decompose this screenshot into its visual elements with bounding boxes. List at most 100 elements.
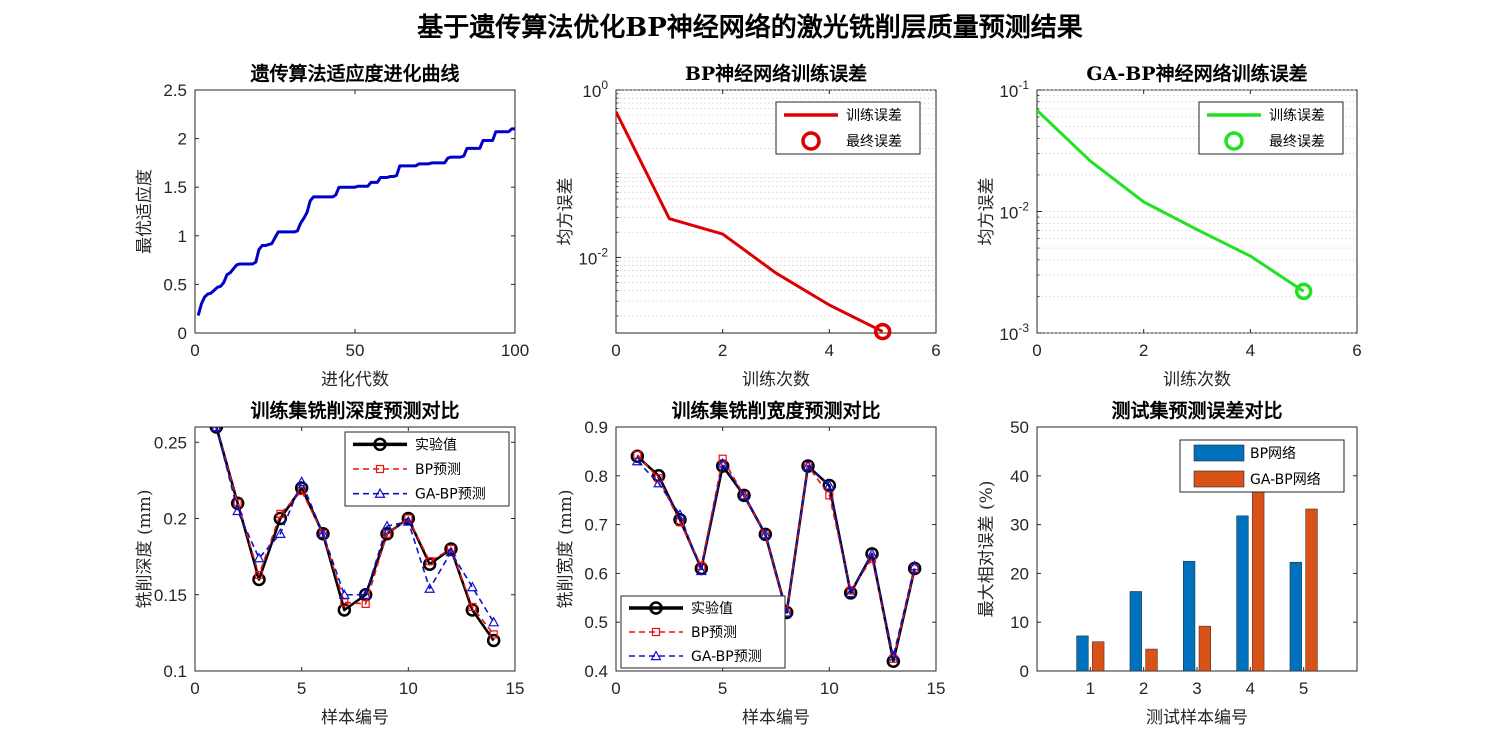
data-point-2-4 [695,565,707,576]
x-axis-label: 测试样本编号 [1146,708,1248,728]
plot-title: BP神经网络训练误差 [685,62,867,85]
data-point-2-7 [759,528,771,539]
series-line-2 [215,427,495,623]
data-point-0-13 [465,603,480,617]
data-point-2-9 [381,520,393,531]
y-tick-label: 0.2 [163,510,187,529]
y-tick-label: 0.6 [584,564,608,583]
data-point-1-11 [846,586,855,595]
data-point-2-14 [488,616,500,627]
x-tick-label: 4 [825,341,834,360]
y-axis-label: 铣削深度 (mm) [135,490,155,609]
x-tick-label: 5 [718,679,727,698]
data-point-2-13 [466,581,478,592]
y-tick-label: 10-2 [578,245,608,268]
data-point-2-4 [274,528,286,538]
legend-box [1198,101,1344,155]
y-tick-label: 10 [1010,613,1029,632]
data-point-2-11 [845,587,857,598]
data-point-0-5 [715,459,730,473]
y-tick-label: 0.1 [163,662,187,681]
data-point-0-14 [907,561,922,576]
data-point-2-1 [631,455,643,466]
y-tick-label: 1.5 [163,178,187,197]
x-tick-label: 0 [611,341,620,360]
data-point-1-8 [361,599,370,609]
y-axis-label: 铣削宽度 (mm) [556,490,576,609]
legend-label: 训练误差 [846,108,902,124]
legend-marker [375,464,385,474]
y-tick-label: 0.5 [163,275,187,294]
data-point-2-1 [210,427,222,432]
x-axis-label: 进化代数 [321,370,389,390]
data-point-2-12 [445,546,457,557]
x-tick-label: 0 [1032,341,1041,360]
legend-label: 最终误差 [846,134,902,150]
x-tick-label: 50 [346,341,365,360]
x-tick-label: 4 [1246,679,1255,698]
data-point-2-10 [402,515,414,526]
data-point-0-7 [337,603,352,617]
y-tick-label: 10-2 [999,200,1029,223]
series-line-2 [636,460,916,658]
data-point-1-13 [468,602,477,612]
data-point-1-5 [297,486,306,496]
plot-area [630,449,922,668]
plot-title: 训练集铣削宽度预测对比 [671,399,880,422]
x-tick-label: 6 [1352,341,1361,360]
legend: BP网络 GA-BP网络 [1179,439,1345,493]
legend-label: GA-BP预测 [415,487,486,503]
data-point-2-13 [887,650,899,661]
bar-gabp-2 [1145,648,1158,672]
data-point-1-2 [654,474,663,483]
legend-marker [1224,131,1244,151]
axes-background [194,89,516,334]
plot-title: GA-BP神经网络训练误差 [1086,62,1307,85]
series-line-1 [636,454,916,660]
y-tick-label: 30 [1010,516,1029,535]
y-tick-label: 0.15 [154,586,187,605]
data-point-2-12 [866,548,878,559]
y-tick-label: 2 [178,130,187,149]
data-point-0-4 [273,511,288,526]
y-tick-label: 10-1 [999,78,1029,101]
series-line-1 [215,427,495,635]
data-point-0-11 [422,557,437,571]
y-axis-label: 均方误差 [556,178,576,246]
plot-title: 测试集预测误差对比 [1111,399,1282,422]
legend-box [775,101,921,155]
y-tick-label: 0.7 [584,516,608,535]
y-tick-label: 0.9 [584,418,608,437]
plot-area [1037,109,1305,293]
data-point-0-14 [486,633,501,648]
plot-area [616,111,884,333]
data-point-1-5 [718,454,727,463]
x-tick-label: 100 [501,341,529,360]
y-tick-label: 10-3 [999,321,1029,344]
legend-label: BP网络 [1250,446,1296,462]
x-axis-label: 样本编号 [742,708,810,728]
data-point-1-4 [276,509,285,519]
legend-marker [651,627,661,637]
x-tick-label: 5 [297,679,306,698]
data-point-0-9 [380,527,394,541]
figure-title: 基于遗传算法优化BP神经网络的激光铣削层质量预测结果 [417,12,1083,43]
legend-label: 实验值 [691,601,733,617]
data-point-0-1 [209,427,224,434]
data-point-1-14 [489,630,498,639]
x-tick-label: 0 [190,341,199,360]
data-point-2-10 [823,479,835,490]
final-error-marker [1294,282,1313,301]
y-tick-label: 40 [1010,467,1029,486]
x-tick-label: 0 [611,679,620,698]
data-point-2-2 [653,477,665,488]
data-point-2-5 [296,476,308,487]
data-point-2-8 [360,589,372,599]
data-point-2-3 [674,509,686,520]
plot-title: 训练集铣削深度预测对比 [250,399,459,422]
data-point-0-12 [444,542,458,556]
